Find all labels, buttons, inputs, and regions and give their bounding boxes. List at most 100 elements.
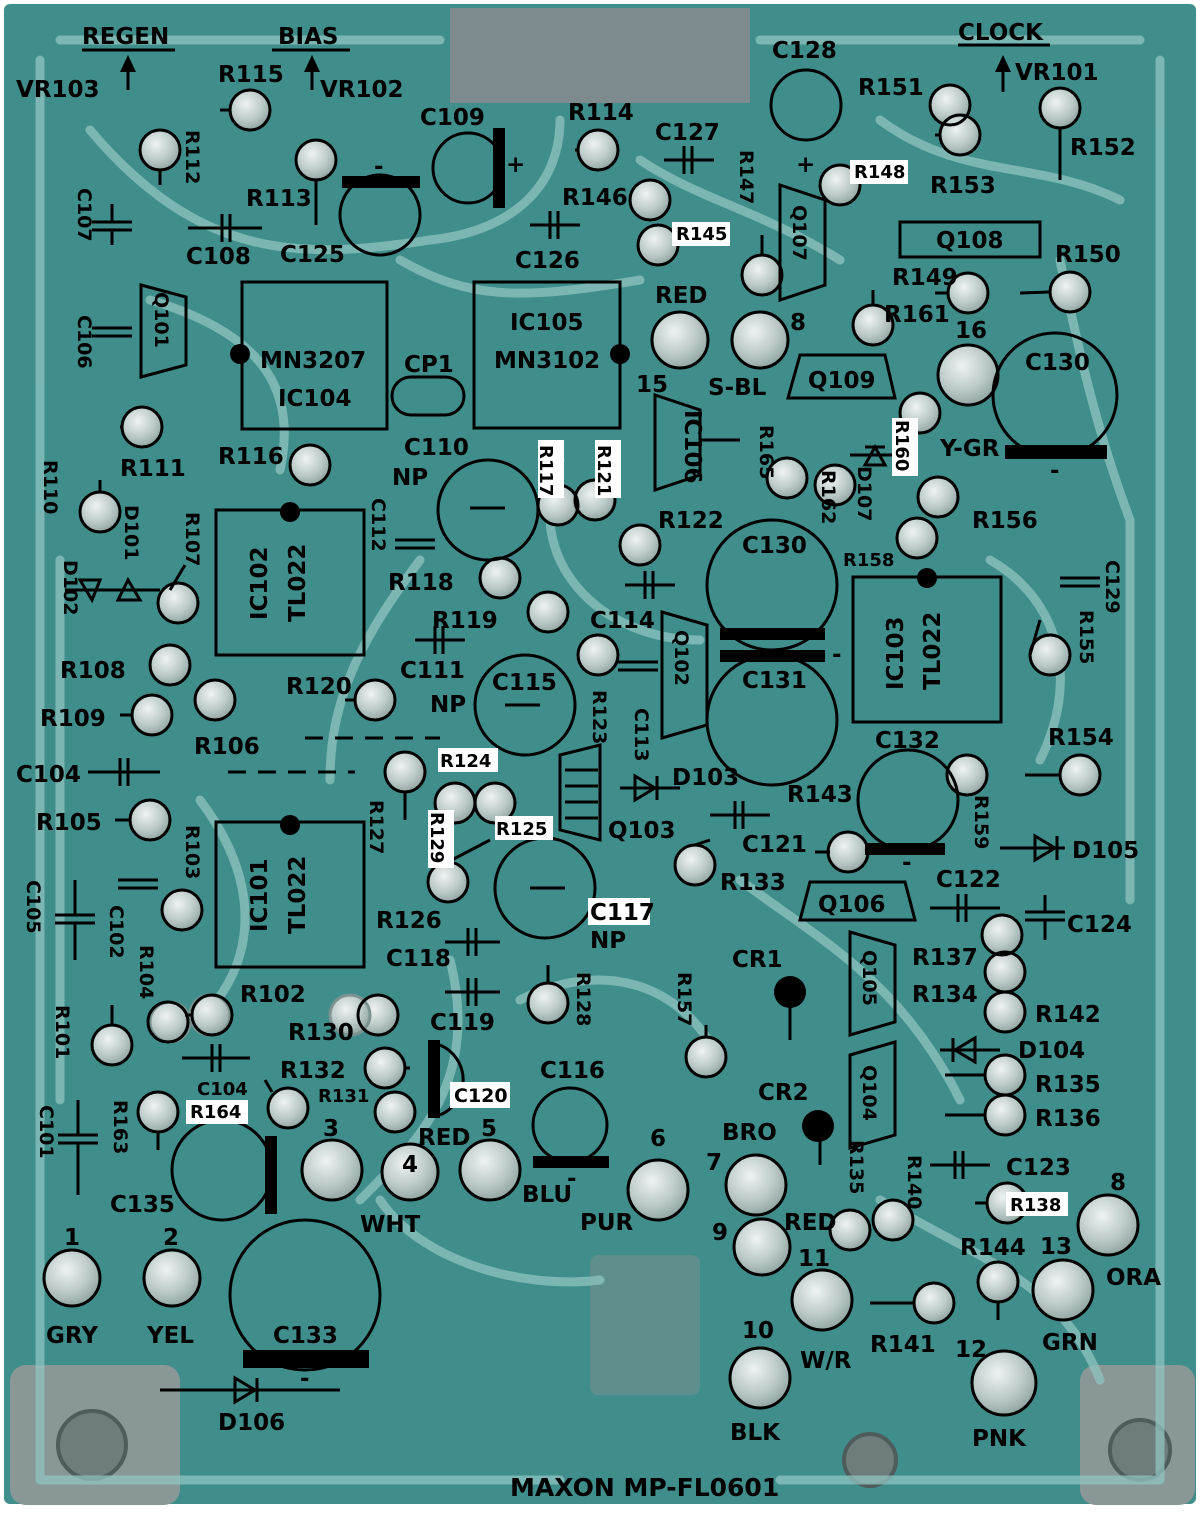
res-label: R123	[588, 690, 610, 744]
marker-minus: -	[1050, 458, 1060, 484]
q103-outline	[558, 743, 602, 842]
res-label: R135	[845, 1140, 867, 1194]
ic-part: TL022	[920, 612, 946, 690]
transistor-label: Q105	[858, 950, 880, 1006]
res-label: R122	[658, 508, 724, 534]
res-label: R107	[181, 512, 203, 566]
res-label: R151	[858, 75, 924, 101]
mounting-hole-left	[56, 1409, 128, 1481]
cap-label: C128	[772, 38, 837, 64]
res-label: R101	[51, 1005, 73, 1059]
marker-cr1: CR1	[732, 947, 783, 973]
marker-plus: +	[796, 152, 815, 178]
copper-traces	[35, 35, 1165, 1485]
res-label: R136	[1035, 1106, 1101, 1132]
cap-label: C113	[630, 708, 652, 762]
trim-label: VR103	[16, 77, 100, 103]
res-label: R109	[40, 706, 106, 732]
q108-outline	[898, 220, 1042, 259]
res-label: R125	[496, 819, 547, 840]
res-label: R162	[817, 470, 839, 524]
cap-label: C107	[73, 188, 95, 242]
pad-color: GRN	[1042, 1330, 1098, 1356]
pad-number: 8	[790, 310, 806, 336]
res-label: R120	[286, 674, 352, 700]
transistor-label: Q103	[608, 818, 676, 844]
res-label: R143	[787, 782, 853, 808]
res-label: R165	[755, 425, 777, 479]
mounting-hole-bottom	[842, 1432, 898, 1488]
transistor-label: Q107	[788, 205, 810, 261]
plastic-housing-top	[450, 8, 750, 103]
pad-number: 7	[706, 1150, 722, 1176]
res-label: R157	[673, 972, 695, 1026]
res-label: R115	[218, 62, 284, 88]
cap-label: C125	[280, 242, 345, 268]
cap-label: C135	[110, 1192, 175, 1218]
cap-label: C117	[590, 900, 655, 926]
marker-minus: -	[832, 642, 842, 668]
cap-label: C112	[367, 498, 389, 552]
res-label: R132	[280, 1058, 346, 1084]
res-label: R152	[1070, 135, 1136, 161]
pad-number: 1	[64, 1225, 80, 1251]
trim-label: VR101	[1015, 60, 1099, 86]
res-label: R129	[426, 812, 447, 863]
cap-label: C129	[1101, 560, 1123, 614]
res-label: R153	[930, 173, 996, 199]
res-label: R155	[1075, 610, 1097, 664]
res-label: R121	[593, 445, 614, 496]
res-label: R159	[970, 795, 992, 849]
pad-number: 13	[1040, 1234, 1072, 1260]
pad-number: 11	[798, 1246, 830, 1272]
ic-ref: IC105	[510, 310, 583, 336]
pad-number: 15	[636, 372, 668, 398]
res-label: R111	[120, 456, 186, 482]
diode-label: D107	[853, 466, 875, 521]
res-label: R141	[870, 1332, 936, 1358]
component-labels: REGEN VR103 BIAS VR102 CLOCK VR101 MN320…	[16, 20, 1161, 1502]
q101-outline	[139, 283, 188, 379]
res-label: R103	[181, 825, 203, 879]
res-label: R140	[903, 1155, 925, 1209]
cap-label: C130	[1025, 350, 1090, 376]
cap-label: C116	[540, 1058, 605, 1084]
cap-label: C110	[404, 435, 469, 461]
pad-number: 10	[742, 1318, 774, 1344]
pad-color: RED	[784, 1210, 837, 1236]
res-label: R163	[109, 1100, 131, 1154]
pad-color: BLU	[522, 1182, 572, 1208]
trim-label: VR102	[320, 77, 404, 103]
res-label: R124	[440, 751, 491, 772]
transistor-label: Q108	[936, 228, 1004, 254]
res-label: R146	[562, 185, 628, 211]
cap-label: C109	[420, 105, 485, 131]
cap-label: C120	[454, 1085, 508, 1107]
res-label: R154	[1048, 725, 1114, 751]
pad-number: 4	[402, 1152, 418, 1178]
res-label: R127	[365, 800, 387, 854]
res-label: R164	[190, 1102, 241, 1123]
pad-number: 6	[650, 1126, 666, 1152]
cap-label: C126	[515, 248, 580, 274]
cap-label: C111	[400, 658, 465, 684]
res-label: R134	[912, 982, 978, 1008]
marker-minus: -	[902, 850, 912, 876]
ic-ref: IC102	[247, 547, 273, 620]
q104-outline	[848, 1040, 897, 1150]
res-label: R160	[891, 420, 912, 471]
ic-ref: IC106	[679, 410, 705, 483]
cap-label: C131	[742, 668, 807, 694]
cap-label: C108	[186, 244, 251, 270]
res-label: R118	[388, 570, 454, 596]
pad-color: WHT	[360, 1212, 421, 1238]
cap-label: C133	[273, 1323, 338, 1349]
res-label: R117	[535, 445, 556, 496]
transistor-label: Q102	[670, 630, 692, 686]
q106-outline	[798, 880, 917, 922]
res-label: R114	[568, 100, 634, 126]
cap-label: C123	[1006, 1155, 1071, 1181]
pad-number: 8	[1110, 1170, 1126, 1196]
pad-color: YEL	[146, 1323, 194, 1349]
pad-color: PUR	[580, 1210, 634, 1236]
